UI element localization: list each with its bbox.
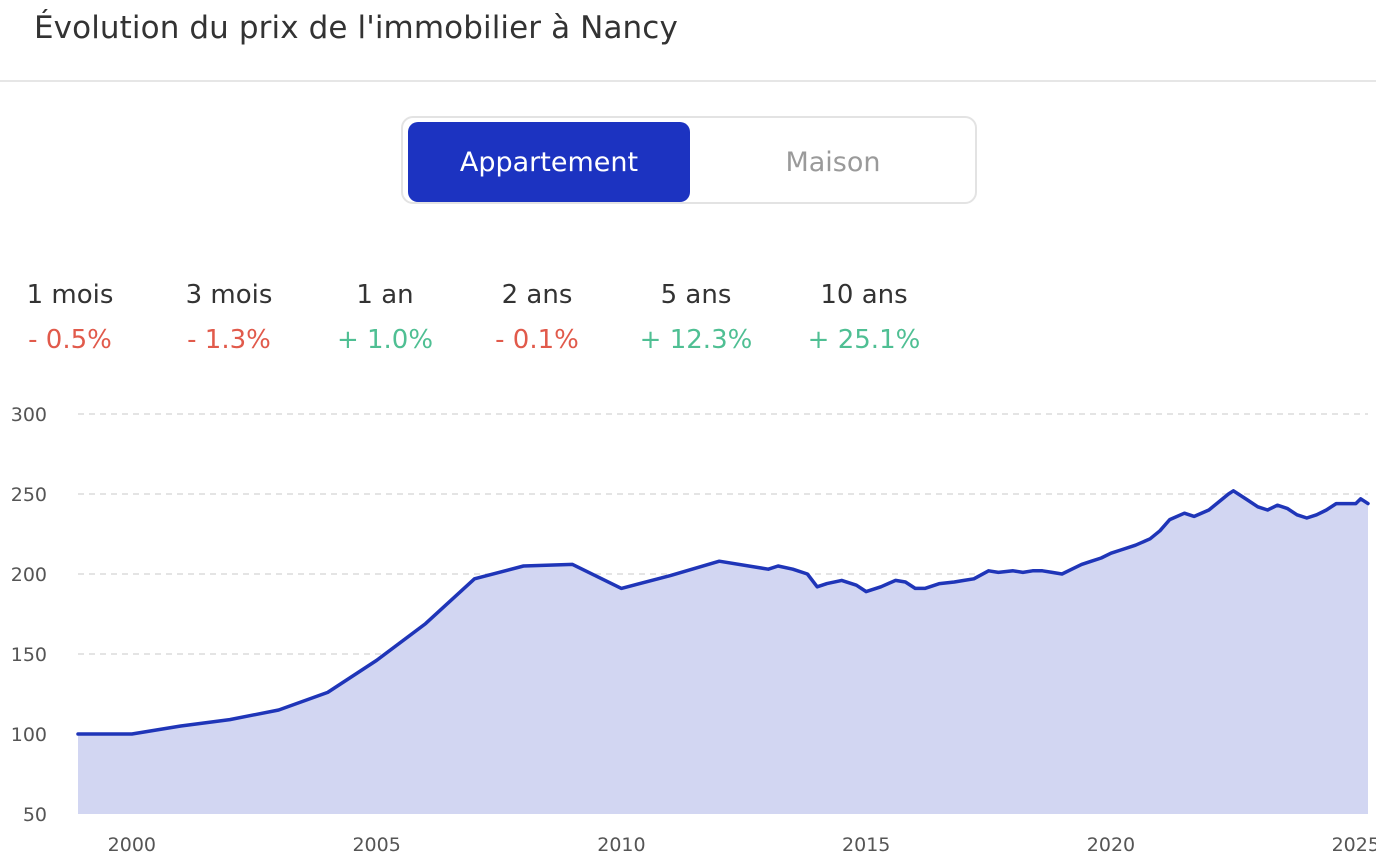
x-tick-label: 2005 xyxy=(352,834,400,856)
stat-value: - 0.1% xyxy=(495,325,579,355)
stat-10-ans: 10 ans + 25.1% xyxy=(764,278,964,357)
y-tick-label: 300 xyxy=(11,404,47,426)
stat-1-an: 1 an + 1.0% xyxy=(285,278,485,357)
page-title: Évolution du prix de l'immobilier à Nanc… xyxy=(34,10,678,46)
x-tick-label: 2025 xyxy=(1332,834,1376,856)
y-tick-label: 50 xyxy=(23,804,47,826)
y-axis-ticks: 50 100 150 200 250 300 xyxy=(11,404,47,826)
y-tick-label: 200 xyxy=(11,564,47,586)
toggle-maison-button[interactable]: Maison xyxy=(785,146,881,178)
stat-label: 5 ans xyxy=(660,280,732,310)
stat-label: 1 mois xyxy=(26,280,114,310)
stat-label: 3 mois xyxy=(185,280,273,310)
series-area xyxy=(78,490,1368,814)
stat-value: + 12.3% xyxy=(639,325,753,355)
property-type-toggle: Appartement Maison xyxy=(401,116,977,204)
x-axis-ticks: 2000 2005 2010 2015 2020 2025 xyxy=(108,834,1376,856)
stat-2-ans: 2 ans - 0.1% xyxy=(437,278,637,357)
x-tick-label: 2015 xyxy=(842,834,890,856)
x-tick-label: 2010 xyxy=(597,834,645,856)
stat-label: 2 ans xyxy=(501,280,573,310)
stat-value: - 1.3% xyxy=(187,325,271,355)
stat-value: + 25.1% xyxy=(807,325,921,355)
toggle-appartement-button[interactable]: Appartement xyxy=(408,122,690,202)
stat-label: 1 an xyxy=(356,280,414,310)
y-tick-label: 250 xyxy=(11,484,47,506)
stat-label: 10 ans xyxy=(820,280,908,310)
header-divider xyxy=(0,80,1376,82)
x-tick-label: 2000 xyxy=(108,834,156,856)
stat-value: - 0.5% xyxy=(28,325,112,355)
series-line xyxy=(76,489,1370,736)
stat-1-mois: 1 mois - 0.5% xyxy=(0,278,170,357)
y-tick-label: 150 xyxy=(11,644,47,666)
stat-value: + 1.0% xyxy=(336,325,434,355)
stat-5-ans: 5 ans + 12.3% xyxy=(596,278,796,357)
y-tick-label: 100 xyxy=(11,724,47,746)
x-tick-label: 2020 xyxy=(1087,834,1135,856)
stat-3-mois: 3 mois - 1.3% xyxy=(129,278,329,357)
